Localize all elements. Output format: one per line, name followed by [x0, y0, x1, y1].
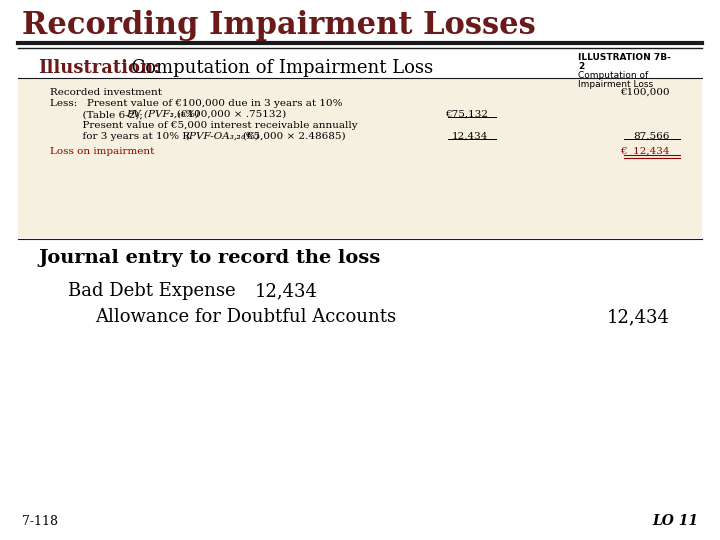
Text: Recording Impairment Losses: Recording Impairment Losses [22, 10, 536, 41]
Text: 12,434: 12,434 [607, 308, 670, 326]
Text: Allowance for Doubtful Accounts: Allowance for Doubtful Accounts [95, 308, 396, 326]
Text: 12,434: 12,434 [451, 132, 488, 141]
Text: Impairment Loss: Impairment Loss [578, 80, 653, 89]
Text: Present value of €5,000 interest receivable annually: Present value of €5,000 interest receiva… [50, 121, 358, 130]
Text: FV (PVF₃,₁₀%): FV (PVF₃,₁₀%) [126, 110, 199, 119]
Text: Computation of Impairment Loss: Computation of Impairment Loss [120, 59, 433, 77]
Text: 12,434: 12,434 [255, 282, 318, 300]
Text: Less:   Present value of €100,000 due in 3 years at 10%: Less: Present value of €100,000 due in 3… [50, 99, 343, 108]
Text: 7-118: 7-118 [22, 515, 58, 528]
Text: (Table 6-2);: (Table 6-2); [50, 110, 146, 119]
Text: 2: 2 [578, 62, 584, 71]
Text: 87,566: 87,566 [634, 132, 670, 141]
Text: LO 11: LO 11 [652, 514, 698, 528]
FancyBboxPatch shape [18, 78, 702, 238]
Text: : (€5,000 × 2.48685): : (€5,000 × 2.48685) [236, 132, 346, 141]
Text: €100,000: €100,000 [621, 88, 670, 97]
Text: (PVF-OA₃,₁₀%): (PVF-OA₃,₁₀%) [186, 132, 260, 141]
Text: Loss on impairment: Loss on impairment [50, 147, 154, 156]
Text: for 3 years at 10% R: for 3 years at 10% R [50, 132, 194, 141]
Text: Computation of: Computation of [578, 71, 648, 80]
Text: Bad Debt Expense: Bad Debt Expense [68, 282, 235, 300]
Text: Illustration:: Illustration: [38, 59, 160, 77]
Text: Journal entry to record the loss: Journal entry to record the loss [38, 249, 380, 267]
Text: Recorded investment: Recorded investment [50, 88, 162, 97]
Text: €75,132: €75,132 [445, 110, 488, 119]
Text: €  12,434: € 12,434 [621, 147, 670, 156]
Text: ILLUSTRATION 7B-: ILLUSTRATION 7B- [578, 53, 671, 62]
Text: : (€100,000 × .75132): : (€100,000 × .75132) [170, 110, 287, 119]
